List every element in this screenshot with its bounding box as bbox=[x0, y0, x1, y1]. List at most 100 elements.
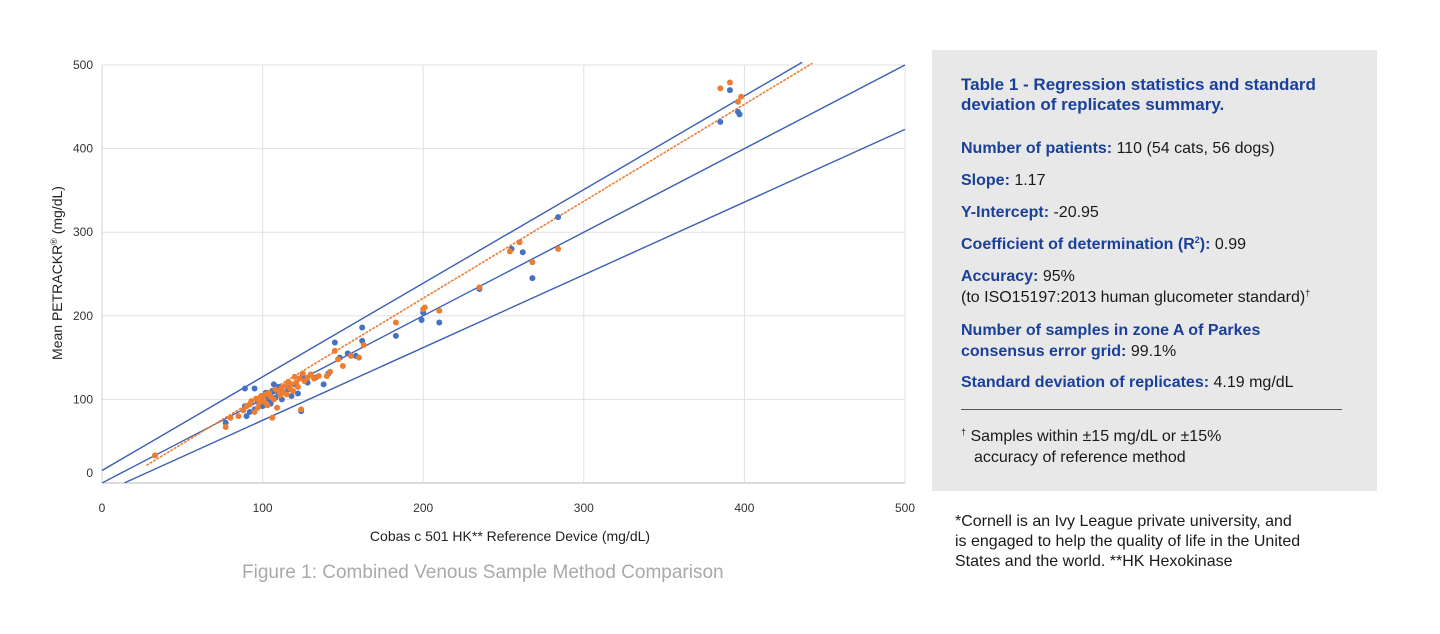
stat-value: 1.17 bbox=[1009, 172, 1046, 189]
point-orange bbox=[235, 413, 242, 420]
stat-accuracy-standard: (to ISO15197:2013 human glucometer stand… bbox=[961, 289, 1306, 306]
point-orange bbox=[240, 407, 247, 414]
x-tick-labels: 0 100 200 300 400 500 bbox=[99, 501, 916, 515]
reference-lines bbox=[102, 61, 906, 483]
point-blue bbox=[529, 275, 536, 282]
point-blue bbox=[246, 408, 253, 415]
divider bbox=[961, 409, 1342, 410]
y-tick-label: 0 bbox=[86, 466, 93, 480]
point-orange bbox=[307, 371, 314, 378]
scatter-chart: 0 100 200 300 400 500 0 100 200 300 400 500 Cobas … bbox=[49, 58, 916, 544]
point-orange bbox=[355, 354, 362, 361]
stat-value: 95% bbox=[1038, 268, 1075, 285]
point-orange bbox=[294, 383, 301, 390]
stat-parkes: Number of samples in zone A of Parkes co… bbox=[961, 320, 1311, 362]
point-blue bbox=[320, 381, 327, 388]
point-orange bbox=[315, 372, 322, 379]
reference-line-upper-limit bbox=[102, 61, 803, 472]
stats-panel: Table 1 - Regression statistics and stan… bbox=[932, 50, 1377, 491]
note-text: *Cornell is an Ivy League private univer… bbox=[955, 512, 1375, 572]
stat-label-pre: Coefficient of determination (R bbox=[961, 236, 1195, 253]
point-orange bbox=[291, 373, 298, 380]
point-orange bbox=[274, 404, 281, 411]
stat-value: 99.1% bbox=[1126, 343, 1177, 360]
point-blue bbox=[241, 385, 248, 392]
stat-label: Slope: bbox=[961, 172, 1010, 189]
panel-title: Table 1 - Regression statistics and stan… bbox=[961, 75, 1316, 114]
stat-label: Accuracy: bbox=[961, 268, 1039, 285]
x-tick-label: 400 bbox=[734, 501, 754, 515]
footnote-mark: † bbox=[961, 427, 967, 437]
footnote: † Samples within ±15 mg/dL or ±15% accura… bbox=[961, 426, 1361, 468]
point-orange bbox=[310, 375, 317, 382]
point-orange bbox=[738, 93, 745, 100]
point-orange bbox=[222, 423, 229, 430]
stat-label: Standard deviation of replicates: bbox=[961, 374, 1210, 391]
stat-sd: Standard deviation of replicates: 4.19 m… bbox=[961, 372, 1361, 393]
point-orange bbox=[392, 319, 399, 326]
x-tick-label: 0 bbox=[99, 501, 106, 515]
point-orange bbox=[282, 383, 289, 390]
point-orange bbox=[290, 388, 297, 395]
point-orange bbox=[327, 368, 334, 375]
y-tick-label: 300 bbox=[73, 225, 93, 239]
point-orange bbox=[296, 375, 303, 382]
point-blue bbox=[726, 87, 733, 94]
stat-value: -20.95 bbox=[1049, 204, 1099, 221]
point-blue bbox=[222, 419, 229, 426]
point-orange bbox=[529, 259, 536, 266]
point-orange bbox=[339, 362, 346, 369]
point-blue bbox=[294, 390, 301, 397]
point-orange bbox=[734, 98, 741, 105]
stat-value: 4.19 mg/dL bbox=[1209, 374, 1294, 391]
point-blue bbox=[717, 118, 724, 125]
point-blue bbox=[736, 111, 743, 118]
reference-line-lower-limit bbox=[124, 128, 906, 483]
stat-label: Number of patients: bbox=[961, 140, 1113, 157]
stat-r2: Coefficient of determination (R2): 0.99 bbox=[961, 234, 1361, 255]
point-orange bbox=[270, 396, 277, 403]
note-line1: *Cornell is an Ivy League private univer… bbox=[955, 513, 1292, 530]
y-tick-label: 200 bbox=[73, 309, 93, 323]
point-orange bbox=[476, 284, 483, 291]
point-blue bbox=[418, 316, 425, 323]
point-blue bbox=[331, 339, 338, 346]
y-tick-label: 100 bbox=[73, 392, 93, 406]
y-axis-title: Mean PETRACKR® (mg/dL) bbox=[49, 186, 65, 360]
y-tick-labels: 0 100 200 300 400 500 bbox=[73, 58, 93, 480]
footnote-line2: accuracy of reference method bbox=[974, 449, 1186, 466]
point-blue bbox=[243, 413, 250, 420]
stat-label: Number of samples in zone A of Parkes co… bbox=[961, 322, 1261, 360]
dagger-mark: † bbox=[1305, 288, 1311, 298]
point-orange bbox=[288, 381, 295, 388]
point-blue bbox=[270, 381, 277, 388]
point-orange bbox=[254, 404, 261, 411]
point-blue bbox=[519, 249, 526, 256]
y-axis-title-reg: ® bbox=[49, 238, 59, 245]
figure-caption: Figure 1: Combined Venous Sample Method … bbox=[242, 562, 724, 583]
point-blue bbox=[555, 214, 562, 221]
point-orange bbox=[299, 370, 306, 377]
point-orange bbox=[360, 342, 367, 349]
point-orange bbox=[436, 307, 443, 314]
x-tick-label: 100 bbox=[253, 501, 273, 515]
point-orange bbox=[298, 406, 305, 413]
footnote-line1: Samples within ±15 mg/dL or ±15% bbox=[966, 428, 1222, 445]
stat-value: 0.99 bbox=[1210, 236, 1247, 253]
y-tick-label: 500 bbox=[73, 58, 93, 72]
point-orange bbox=[516, 239, 523, 246]
point-blue bbox=[288, 393, 295, 400]
note-line2: is engaged to help the quality of life i… bbox=[955, 533, 1301, 550]
point-blue bbox=[359, 324, 366, 331]
reference-line-identity bbox=[102, 64, 906, 483]
stat-label-sup: 2 bbox=[1194, 235, 1200, 245]
x-tick-label: 300 bbox=[574, 501, 594, 515]
point-orange bbox=[331, 347, 338, 354]
stat-slope: Slope: 1.17 bbox=[961, 170, 1361, 191]
point-orange bbox=[269, 414, 276, 421]
x-tick-label: 200 bbox=[413, 501, 433, 515]
y-axis-title-main: Mean PETRACKR bbox=[49, 245, 65, 360]
axes bbox=[101, 65, 905, 484]
point-orange bbox=[726, 79, 733, 86]
stat-label: Coefficient of determination (R2): bbox=[961, 235, 1210, 254]
